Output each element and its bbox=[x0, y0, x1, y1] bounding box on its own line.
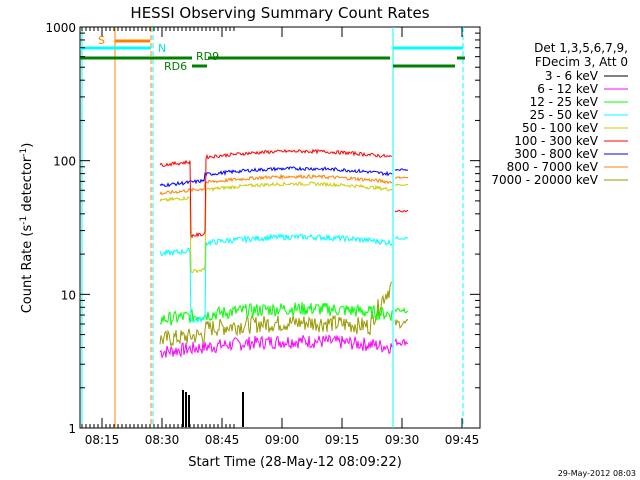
legend-label: 6 - 12 keV bbox=[537, 82, 599, 96]
series-line bbox=[159, 166, 393, 188]
x-axis: 08:15 08:30 08:45 09:00 09:15 09:30 09:45 bbox=[81, 27, 480, 447]
instrument-state-bars bbox=[80, 27, 465, 428]
legend-label: 7000 - 20000 keV bbox=[491, 173, 598, 187]
x-tick-label: 08:45 bbox=[205, 433, 240, 447]
annotation-n: N bbox=[158, 42, 166, 55]
legend-header-2: FDecim 3, Att 0 bbox=[535, 55, 628, 69]
series-line bbox=[395, 183, 409, 187]
legend-label: 12 - 25 keV bbox=[530, 95, 599, 109]
series-line bbox=[159, 148, 393, 239]
legend: Det 1,3,5,6,7,9, FDecim 3, Att 0 3 - 6 k… bbox=[491, 41, 628, 187]
legend-label: 3 - 6 keV bbox=[545, 69, 599, 83]
y-axis: 1 10 100 1000 bbox=[45, 21, 480, 436]
series-line bbox=[394, 318, 409, 330]
series-line bbox=[159, 173, 393, 196]
y-tick-label: 1000 bbox=[45, 21, 76, 35]
timestamp: 29-May-2012 08:03 bbox=[558, 469, 636, 478]
series-line bbox=[394, 235, 408, 240]
y-tick-label: 10 bbox=[61, 288, 76, 302]
x-tick-label: 08:15 bbox=[85, 433, 120, 447]
series-line bbox=[394, 337, 409, 347]
legend-label: 800 - 7000 keV bbox=[507, 160, 599, 174]
series-line bbox=[394, 176, 409, 179]
series-line bbox=[159, 232, 393, 324]
series-layer bbox=[159, 148, 409, 427]
y-axis-label: Count Rate (s-1 detector-1) bbox=[19, 143, 35, 314]
legend-header-1: Det 1,3,5,6,7,9, bbox=[534, 41, 628, 55]
series-line bbox=[159, 281, 393, 348]
legend-label: 25 - 50 keV bbox=[530, 108, 599, 122]
x-tick-label: 09:00 bbox=[265, 433, 300, 447]
chart-title: HESSI Observing Summary Count Rates bbox=[130, 4, 429, 22]
legend-label: 300 - 800 keV bbox=[514, 147, 598, 161]
annotation-s: S bbox=[98, 34, 105, 47]
annotation-rd9: RD9 bbox=[196, 50, 219, 63]
series-line bbox=[394, 209, 409, 213]
x-tick-label: 09:15 bbox=[325, 433, 360, 447]
y-tick-label: 1 bbox=[68, 422, 76, 436]
x-axis-label: Start Time (28-May-12 08:09:22) bbox=[188, 455, 402, 470]
y-tick-label: 100 bbox=[53, 155, 76, 169]
series-line bbox=[394, 307, 409, 314]
x-tick-label: 08:30 bbox=[145, 433, 180, 447]
x-tick-label: 09:30 bbox=[385, 433, 420, 447]
legend-label: 100 - 300 keV bbox=[514, 134, 598, 148]
series-line bbox=[159, 181, 393, 274]
plot-frame bbox=[79, 26, 481, 429]
series-line bbox=[159, 302, 393, 326]
annotation-rd6: RD6 bbox=[164, 60, 187, 73]
x-tick-label: 09:45 bbox=[445, 433, 480, 447]
series-line bbox=[159, 334, 393, 359]
legend-label: 50 - 100 keV bbox=[522, 121, 599, 135]
series-line bbox=[394, 168, 408, 172]
